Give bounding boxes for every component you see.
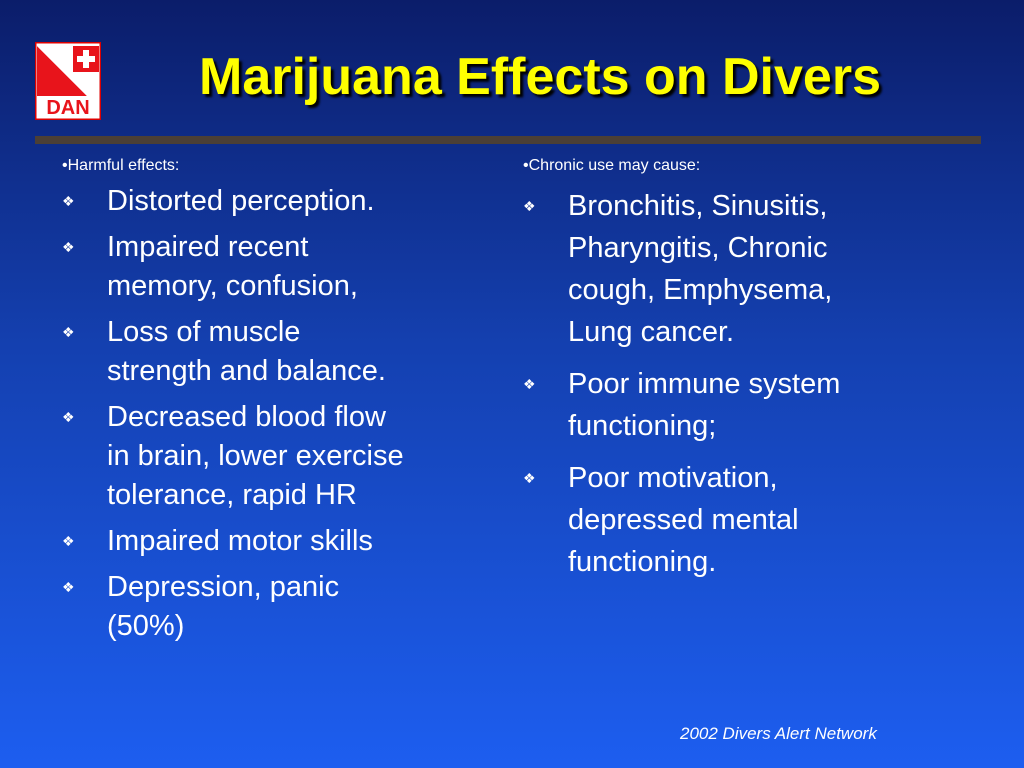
item-line: strength and balance.: [107, 355, 386, 387]
item-line: Depression, panic: [107, 571, 340, 603]
sub-item: ❖ Depression, panic (50%): [62, 568, 404, 646]
bullet: •: [62, 157, 68, 174]
sub-bullet: ❖: [523, 470, 536, 486]
item-line: Bronchitis, Sinusitis,: [568, 190, 828, 222]
sub-bullet: ❖: [62, 579, 75, 595]
footer: 2002 Divers Alert Network: [680, 724, 877, 743]
item-line: tolerance, rapid HR: [107, 479, 357, 511]
sub-item: ❖ Impaired recent memory, confusion,: [62, 228, 404, 306]
sub-item: ❖ Decreased blood flow in brain, lower exe…: [62, 398, 404, 515]
sub-bullet: ❖: [62, 193, 75, 209]
heading-text: Harmful effects:: [67, 157, 180, 174]
divider: [35, 136, 981, 144]
sub-item: ❖ Impaired motor skills: [62, 522, 404, 561]
item-line: in brain, lower exercise: [107, 440, 404, 472]
left-column: •Harmful effects: ❖ Distorted perception. ❖…: [62, 157, 404, 646]
sub-bullet: ❖: [62, 409, 75, 425]
item-line: functioning.: [568, 546, 717, 578]
heading-text: Chronic use may cause:: [528, 157, 701, 174]
bullet-heading: •Harmful effects:: [62, 157, 404, 175]
item-line: Impaired recent: [107, 231, 309, 263]
item-line: Poor immune system: [568, 368, 841, 400]
item-line: cough, Emphysema,: [568, 274, 833, 306]
sub-item: ❖ Bronchitis, Sinusitis, Pharyngitis, Chro…: [523, 185, 840, 353]
sub-bullet: ❖: [523, 198, 536, 214]
logo-text: DAN: [46, 97, 89, 119]
item-line: depressed mental: [568, 504, 799, 536]
bullet-heading: •Chronic use may cause:: [523, 157, 840, 175]
right-column: •Chronic use may cause: ❖ Bronchitis, Sinu…: [523, 157, 840, 583]
bullet: •: [523, 157, 529, 174]
item-line: (50%): [107, 610, 185, 642]
sub-item: ❖ Distorted perception.: [62, 182, 404, 221]
item-line: Lung cancer.: [568, 316, 735, 348]
sub-bullet: ❖: [62, 239, 75, 255]
sub-bullet: ❖: [523, 376, 536, 392]
slide-title: Marijuana Effects on Divers: [199, 48, 881, 106]
item-line: Pharyngitis, Chronic: [568, 232, 828, 264]
sub-bullet: ❖: [62, 324, 75, 340]
item-line: Poor motivation,: [568, 462, 778, 494]
sub-item: ❖ Poor immune system functioning;: [523, 363, 840, 447]
logo: DAN: [35, 42, 101, 120]
sub-item: ❖ Poor motivation, depressed mental functio…: [523, 457, 840, 583]
item-line: Decreased blood flow: [107, 401, 386, 433]
sub-bullet: ❖: [62, 533, 75, 549]
sub-item: ❖ Loss of muscle strength and balance.: [62, 313, 404, 391]
item-line: Loss of muscle: [107, 316, 301, 348]
item-line: Distorted perception.: [107, 185, 375, 217]
item-line: functioning;: [568, 410, 717, 442]
item-line: Impaired motor skills: [107, 525, 373, 557]
item-line: memory, confusion,: [107, 270, 358, 302]
